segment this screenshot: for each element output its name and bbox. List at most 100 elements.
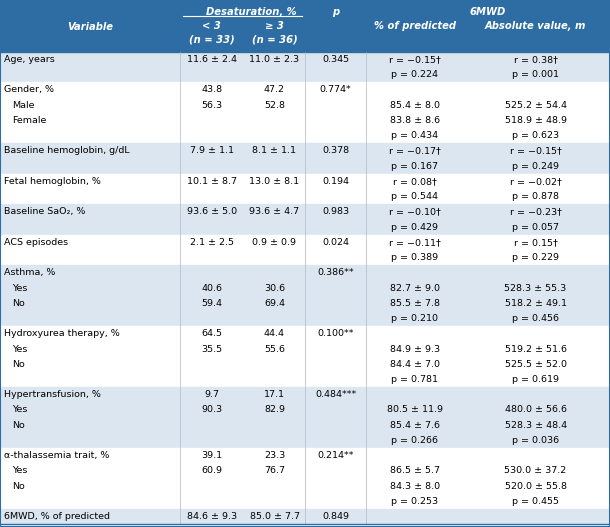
- Text: 525.5 ± 52.0: 525.5 ± 52.0: [504, 360, 567, 369]
- Text: p = 0.781: p = 0.781: [391, 375, 439, 384]
- Text: p = 0.001: p = 0.001: [512, 70, 559, 79]
- Text: p = 0.623: p = 0.623: [512, 131, 559, 140]
- Text: 6MWD: 6MWD: [470, 7, 506, 17]
- Text: Yes: Yes: [12, 466, 27, 475]
- Text: 0.345: 0.345: [322, 55, 349, 64]
- Text: 0.849: 0.849: [322, 512, 349, 521]
- Text: p = 0.167: p = 0.167: [391, 161, 439, 171]
- Text: 9.7: 9.7: [204, 391, 219, 399]
- Text: 84.3 ± 8.0: 84.3 ± 8.0: [390, 482, 440, 491]
- Text: r = −0.11†: r = −0.11†: [389, 238, 441, 247]
- Text: 39.1: 39.1: [201, 451, 222, 460]
- Text: Baseline SaO₂, %: Baseline SaO₂, %: [4, 207, 85, 216]
- Text: ACS episodes: ACS episodes: [4, 238, 68, 247]
- Text: 82.7 ± 9.0: 82.7 ± 9.0: [390, 284, 440, 292]
- Text: % of predicted: % of predicted: [374, 21, 456, 31]
- Text: p = 0.456: p = 0.456: [512, 314, 559, 323]
- Text: Hydroxyurea therapy, %: Hydroxyurea therapy, %: [4, 329, 120, 338]
- Text: 52.8: 52.8: [264, 101, 285, 110]
- Text: Age, years: Age, years: [4, 55, 55, 64]
- Bar: [0, 265, 610, 326]
- Text: Male: Male: [12, 101, 35, 110]
- Text: p = 0.036: p = 0.036: [512, 436, 559, 445]
- Bar: [0, 448, 610, 509]
- Text: 59.4: 59.4: [201, 299, 222, 308]
- Text: α-thalassemia trait, %: α-thalassemia trait, %: [4, 451, 110, 460]
- Text: p = 0.266: p = 0.266: [391, 436, 439, 445]
- Text: Variable: Variable: [67, 22, 113, 32]
- Text: Gender, %: Gender, %: [4, 85, 54, 94]
- Text: 530.0 ± 37.2: 530.0 ± 37.2: [504, 466, 567, 475]
- Bar: [0, 52, 610, 82]
- Text: 0.774*: 0.774*: [320, 85, 351, 94]
- Text: 519.2 ± 51.6: 519.2 ± 51.6: [504, 345, 567, 354]
- Bar: [0, 387, 610, 448]
- Text: 0.484***: 0.484***: [315, 391, 356, 399]
- Text: 83.8 ± 8.6: 83.8 ± 8.6: [390, 116, 440, 125]
- Text: r = 0.15†: r = 0.15†: [514, 238, 558, 247]
- Text: r = −0.02†: r = −0.02†: [509, 177, 562, 186]
- Text: 76.7: 76.7: [264, 466, 285, 475]
- Text: 528.3 ± 55.3: 528.3 ± 55.3: [504, 284, 567, 292]
- Text: 13.0 ± 8.1: 13.0 ± 8.1: [249, 177, 300, 186]
- Text: No: No: [12, 482, 25, 491]
- Text: 23.3: 23.3: [264, 451, 285, 460]
- Text: 85.4 ± 8.0: 85.4 ± 8.0: [390, 101, 440, 110]
- Bar: [0, 235, 610, 265]
- Text: 0.194: 0.194: [322, 177, 349, 186]
- Text: 7.9 ± 1.1: 7.9 ± 1.1: [190, 147, 234, 155]
- Bar: [0, 143, 610, 173]
- Text: Desaturation, %: Desaturation, %: [206, 7, 297, 17]
- Text: r = 0.38†: r = 0.38†: [514, 55, 558, 64]
- Text: r = −0.15†: r = −0.15†: [509, 147, 562, 155]
- Text: (n = 36): (n = 36): [251, 34, 298, 44]
- Text: 10.1 ± 8.7: 10.1 ± 8.7: [187, 177, 237, 186]
- Text: 84.6 ± 9.3: 84.6 ± 9.3: [187, 512, 237, 521]
- Text: 480.0 ± 56.6: 480.0 ± 56.6: [504, 405, 567, 415]
- Text: Baseline hemoglobin, g/dL: Baseline hemoglobin, g/dL: [4, 147, 130, 155]
- Text: 55.6: 55.6: [264, 345, 285, 354]
- Text: p = 0.619: p = 0.619: [512, 375, 559, 384]
- Text: 85.0 ± 7.7: 85.0 ± 7.7: [249, 512, 300, 521]
- Text: Yes: Yes: [12, 345, 27, 354]
- Text: 60.9: 60.9: [201, 466, 222, 475]
- Text: p = 0.210: p = 0.210: [391, 314, 439, 323]
- Text: 93.6 ± 4.7: 93.6 ± 4.7: [249, 207, 300, 216]
- Text: 518.9 ± 48.9: 518.9 ± 48.9: [504, 116, 567, 125]
- Text: 0.386**: 0.386**: [317, 268, 354, 277]
- Text: No: No: [12, 421, 25, 430]
- Text: Hypertransfusion, %: Hypertransfusion, %: [4, 391, 101, 399]
- Bar: [0, 0, 610, 52]
- Text: 56.3: 56.3: [201, 101, 222, 110]
- Text: Absolute value, m: Absolute value, m: [485, 21, 586, 31]
- Bar: [0, 82, 610, 143]
- Text: 84.4 ± 7.0: 84.4 ± 7.0: [390, 360, 440, 369]
- Text: r = −0.23†: r = −0.23†: [509, 207, 562, 216]
- Text: 0.9 ± 0.9: 0.9 ± 0.9: [253, 238, 296, 247]
- Text: p: p: [332, 7, 339, 17]
- Text: 520.0 ± 55.8: 520.0 ± 55.8: [504, 482, 567, 491]
- Text: p = 0.434: p = 0.434: [391, 131, 439, 140]
- Bar: [0, 509, 610, 524]
- Text: p = 0.878: p = 0.878: [512, 192, 559, 201]
- Text: r = −0.10†: r = −0.10†: [389, 207, 441, 216]
- Text: p = 0.389: p = 0.389: [391, 253, 439, 262]
- Text: p = 0.229: p = 0.229: [512, 253, 559, 262]
- Text: 47.2: 47.2: [264, 85, 285, 94]
- Text: 64.5: 64.5: [201, 329, 222, 338]
- Text: 6MWD, % of predicted: 6MWD, % of predicted: [4, 512, 110, 521]
- Text: p = 0.224: p = 0.224: [391, 70, 439, 79]
- Text: Fetal hemoglobin, %: Fetal hemoglobin, %: [4, 177, 101, 186]
- Text: 44.4: 44.4: [264, 329, 285, 338]
- Text: 0.100**: 0.100**: [317, 329, 354, 338]
- Text: 528.3 ± 48.4: 528.3 ± 48.4: [504, 421, 567, 430]
- Text: (n = 33): (n = 33): [189, 34, 234, 44]
- Text: 80.5 ± 11.9: 80.5 ± 11.9: [387, 405, 443, 415]
- Text: No: No: [12, 299, 25, 308]
- Text: Yes: Yes: [12, 284, 27, 292]
- Text: 0.378: 0.378: [322, 147, 349, 155]
- Text: Asthma, %: Asthma, %: [4, 268, 56, 277]
- Text: Yes: Yes: [12, 405, 27, 415]
- Text: 35.5: 35.5: [201, 345, 222, 354]
- Text: r = −0.15†: r = −0.15†: [389, 55, 441, 64]
